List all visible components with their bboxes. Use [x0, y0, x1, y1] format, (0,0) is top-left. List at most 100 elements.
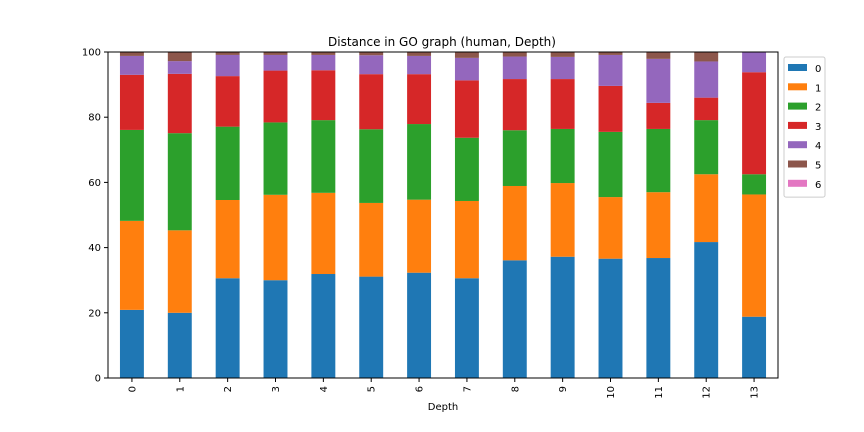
x-axis: 0 1 2 3 4 5 6 7 8 9 10 11 12 13 — [127, 378, 761, 399]
bar-segment-depth-4-distance-2 — [311, 120, 336, 193]
bar-segment-depth-2-distance-3 — [215, 76, 240, 127]
y-tick-label: 100 — [82, 48, 101, 59]
bar-segment-depth-1-distance-5 — [167, 52, 192, 62]
bar-segment-depth-5-distance-4 — [359, 55, 384, 75]
bar-segment-depth-1-distance-2 — [167, 133, 192, 231]
bar-segment-depth-5-distance-0 — [359, 276, 384, 378]
bar-segment-depth-4-distance-0 — [311, 274, 336, 378]
bar-segment-depth-2-distance-5 — [215, 52, 240, 55]
bar-segment-depth-2-distance-2 — [215, 126, 240, 200]
bar-segment-depth-6-distance-0 — [407, 272, 432, 378]
x-tick-label: 5 — [367, 386, 378, 392]
bar-segment-depth-12-distance-3 — [694, 97, 719, 121]
bar-segment-depth-0-distance-5 — [119, 52, 144, 56]
y-axis: 0 20 40 60 80 100 — [82, 48, 108, 385]
bar-segment-depth-4-distance-3 — [311, 70, 336, 121]
bar-segment-depth-6-distance-4 — [407, 55, 432, 75]
bar-segment-depth-9-distance-1 — [550, 183, 575, 257]
bar-segment-depth-3-distance-0 — [263, 280, 288, 378]
bar-segment-depth-7-distance-5 — [454, 52, 479, 58]
bar-segment-depth-3-distance-3 — [263, 70, 288, 123]
bar-segment-depth-13-distance-3 — [742, 72, 767, 175]
bar-segment-depth-10-distance-5 — [598, 52, 623, 55]
bar-segment-depth-6-distance-1 — [407, 199, 432, 273]
bar-segment-depth-2-distance-4 — [215, 54, 240, 77]
bar-segment-depth-13-distance-4 — [742, 52, 767, 73]
bar-segment-depth-6-distance-3 — [407, 74, 432, 125]
x-tick-label: 3 — [271, 386, 282, 392]
bar-segment-depth-13-distance-1 — [742, 194, 767, 317]
x-tick-label: 4 — [319, 386, 330, 392]
bar-segment-depth-12-distance-2 — [694, 120, 719, 175]
plot-area — [119, 52, 767, 378]
x-tick-label: 12 — [702, 386, 713, 399]
plot-frame — [107, 51, 779, 379]
bar-segment-depth-5-distance-5 — [359, 52, 384, 56]
bar-segment-depth-0-distance-0 — [119, 309, 144, 378]
bar-segment-depth-12-distance-0 — [694, 242, 719, 378]
x-tick-label: 1 — [175, 386, 186, 392]
bar-segment-depth-7-distance-1 — [454, 200, 479, 279]
bar-segment-depth-1-distance-3 — [167, 73, 192, 134]
bar-segment-depth-1-distance-1 — [167, 230, 192, 313]
legend-swatch-1 — [788, 83, 807, 91]
bar-segment-depth-6-distance-5 — [407, 52, 432, 56]
bar-segment-depth-11-distance-4 — [646, 58, 671, 103]
bar-segment-depth-5-distance-2 — [359, 129, 384, 203]
legend-swatch-6 — [788, 179, 807, 187]
bar-segment-depth-12-distance-1 — [694, 174, 719, 243]
legend-swatch-0 — [788, 64, 807, 71]
bar-segment-depth-4-distance-1 — [311, 192, 336, 274]
bar-segment-depth-8-distance-3 — [502, 79, 527, 131]
bar-segment-depth-0-distance-1 — [119, 220, 144, 310]
bar-segment-depth-3-distance-1 — [263, 194, 288, 281]
bar-segment-depth-7-distance-3 — [454, 80, 479, 138]
bar-segment-depth-0-distance-4 — [119, 55, 144, 75]
x-axis-label: Depth — [428, 402, 458, 413]
bar-segment-depth-12-distance-5 — [694, 52, 719, 62]
bar-segment-depth-11-distance-5 — [646, 52, 671, 59]
bar-segment-depth-3-distance-4 — [263, 54, 288, 71]
chart-title: Distance in GO graph (human, Depth) — [328, 35, 556, 49]
legend-label-0: 0 — [815, 64, 821, 75]
y-tick-label: 0 — [95, 374, 101, 385]
bar-segment-depth-13-distance-0 — [742, 316, 767, 378]
bar-segment-depth-10-distance-0 — [598, 258, 623, 378]
bar-segment-depth-10-distance-2 — [598, 131, 623, 198]
bar-segment-depth-9-distance-0 — [550, 256, 575, 378]
bar-segment-depth-4-distance-5 — [311, 52, 336, 55]
bar-segment-depth-3-distance-2 — [263, 122, 288, 195]
bar-segment-depth-8-distance-4 — [502, 56, 527, 80]
legend-label-6: 6 — [815, 180, 821, 191]
x-tick-label: 13 — [750, 386, 761, 399]
x-tick-label: 2 — [223, 386, 234, 392]
legend-label-3: 3 — [815, 122, 821, 133]
y-tick-label: 80 — [88, 113, 101, 124]
legend-label-2: 2 — [815, 103, 821, 114]
legend-label-5: 5 — [815, 161, 821, 172]
y-tick-label: 40 — [88, 243, 101, 254]
x-tick-label: 7 — [462, 386, 473, 392]
x-tick-label: 11 — [654, 386, 665, 399]
bar-segment-depth-11-distance-3 — [646, 102, 671, 129]
legend-swatch-4 — [788, 141, 807, 149]
x-tick-label: 8 — [510, 386, 521, 392]
bar-segment-depth-2-distance-1 — [215, 200, 240, 279]
bar-segment-depth-0-distance-2 — [119, 129, 144, 221]
bar-segment-depth-8-distance-0 — [502, 260, 527, 378]
legend-label-1: 1 — [815, 83, 821, 94]
x-tick-label: 9 — [558, 386, 569, 392]
y-tick-label: 20 — [88, 308, 101, 319]
x-tick-label: 10 — [606, 386, 617, 399]
bar-segment-depth-13-distance-2 — [742, 174, 767, 195]
bar-segment-depth-8-distance-1 — [502, 185, 527, 261]
bar-segment-depth-1-distance-0 — [167, 312, 192, 378]
bar-segment-depth-3-distance-5 — [263, 52, 288, 55]
bar-segment-depth-5-distance-3 — [359, 74, 384, 130]
bar-segment-depth-11-distance-0 — [646, 258, 671, 378]
legend-swatch-3 — [788, 121, 807, 129]
bar-segment-depth-12-distance-4 — [694, 61, 719, 98]
bar-segment-depth-10-distance-3 — [598, 85, 623, 132]
bar-segment-depth-5-distance-1 — [359, 202, 384, 277]
